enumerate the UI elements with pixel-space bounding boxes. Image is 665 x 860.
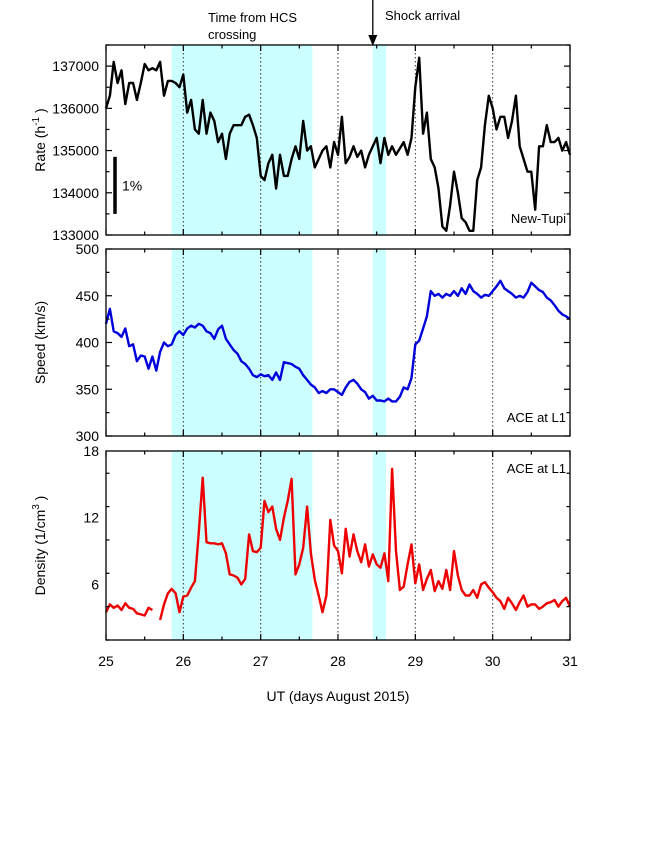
y-tick-label-0: 135000	[52, 143, 99, 159]
shaded-interval-2-1	[372, 451, 386, 640]
shaded-interval-1-1	[372, 249, 386, 436]
y-tick-label-1: 300	[76, 428, 100, 444]
x-tick-label: 28	[330, 653, 346, 669]
y-tick-label-2: 6	[91, 576, 99, 592]
series-line-2-0-1	[158, 467, 572, 621]
y-tick-label-1: 450	[76, 288, 100, 304]
x-tick-label: 30	[485, 653, 501, 669]
panel-2: 6 12 18 Density (1/cm3 ) ACE at L1 25 26 27 28 29…	[31, 443, 578, 669]
panel-0: 133000 134000 135000 136000 137000 Rate (h-1 …	[31, 44, 572, 243]
reference-lines	[182, 45, 494, 640]
y-tick-label-1: 500	[76, 241, 100, 257]
shock-arrow	[368, 0, 378, 46]
shaded-interval-0-0	[171, 45, 313, 235]
panel-label-2: ACE at L1	[507, 461, 566, 476]
series-line-2-0-0	[104, 602, 153, 617]
x-axis-title: UT (days August 2015)	[267, 688, 410, 704]
x-tick-label: 26	[176, 653, 192, 669]
y-axis-title-text-2: Density (1/cm	[32, 510, 48, 596]
panel-label-0: New-Tupi	[511, 211, 566, 226]
y-tick-label-2: 18	[83, 443, 99, 459]
y-tick-label-1: 350	[76, 381, 100, 397]
shaded-interval-2-0	[171, 451, 313, 640]
y-tick-label-0: 133000	[52, 227, 99, 243]
panel-1: 300 350 400 450 500 Speed (km/s) ACE at L1	[32, 241, 571, 444]
hcs-shading-layer	[171, 45, 386, 640]
panel-label-1: ACE at L1	[507, 410, 566, 425]
hcs-annotation-line2: crossing	[208, 27, 256, 42]
x-tick-label: 25	[98, 653, 114, 669]
y-tick-label-0: 134000	[52, 185, 99, 201]
y-axis-title-end-2: )	[32, 496, 48, 505]
shaded-interval-0-1	[372, 45, 386, 235]
y-axis-title-sup-0: -1	[31, 116, 42, 125]
y-axis-title-0: Rate (h-1 )	[31, 108, 48, 171]
y-axis-title-end-0: )	[32, 108, 48, 117]
series-line-1-0-0	[104, 279, 571, 403]
y-axis-title-sup-2: 3	[31, 504, 42, 510]
shock-annotation: Shock arrival	[385, 8, 460, 23]
y-axis-title-text-1: Speed (km/s)	[32, 301, 48, 384]
shaded-interval-1-0	[171, 249, 313, 436]
scale-bar-label: 1%	[122, 177, 142, 193]
panels: 133000 134000 135000 136000 137000 Rate (h-1 …	[31, 44, 578, 669]
y-axis-title-text-0: Rate (h	[32, 126, 48, 172]
y-axis-title-1: Speed (km/s)	[32, 301, 48, 384]
shock-arrow-head	[368, 35, 378, 46]
y-tick-label-0: 137000	[52, 58, 99, 74]
hcs-annotation-line1: Time from HCS	[208, 10, 297, 25]
x-tick-label: 27	[253, 653, 269, 669]
series-line-0-0-0	[104, 56, 572, 233]
y-tick-label-1: 400	[76, 335, 100, 351]
x-tick-label: 31	[562, 653, 578, 669]
y-axis-title-2: Density (1/cm3 )	[31, 496, 48, 596]
y-tick-label-0: 136000	[52, 100, 99, 116]
y-tick-label-2: 12	[83, 510, 99, 526]
x-tick-label: 29	[408, 653, 424, 669]
